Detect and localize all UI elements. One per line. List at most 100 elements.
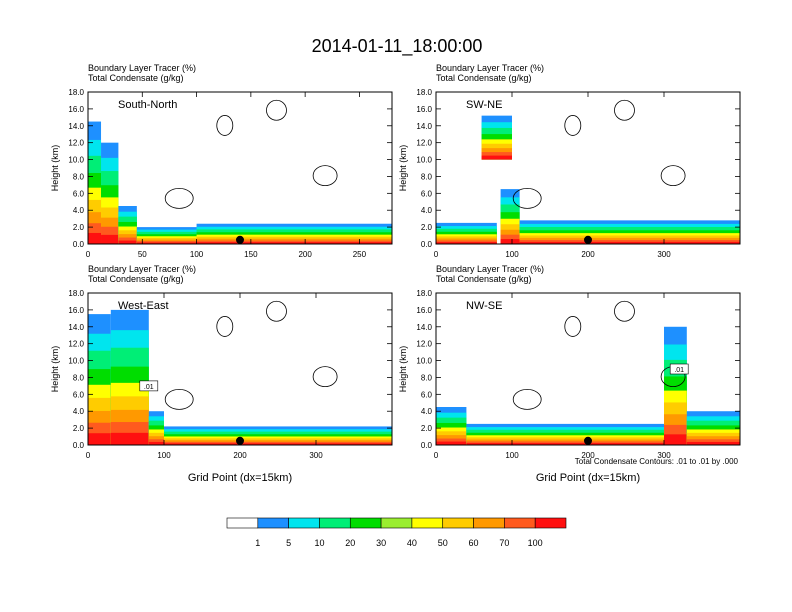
colorbar-swatch — [380, 517, 413, 529]
x-tick-label: 200 — [298, 250, 312, 259]
y-tick-label: 0.0 — [73, 240, 85, 249]
panel-nw-se: Boundary Layer Tracer (%)Total Condensat… — [398, 264, 741, 484]
y-tick-label: 16.0 — [68, 306, 84, 315]
location-marker — [236, 235, 244, 244]
colorbar-label: 100 — [528, 538, 543, 548]
y-axis-label: Height (km) — [50, 346, 60, 393]
x-tick-label: 300 — [657, 451, 671, 460]
condensate-contour — [614, 99, 635, 121]
y-tick-label: 10.0 — [416, 357, 432, 366]
condensate-contour — [512, 187, 542, 209]
x-tick-label: 200 — [581, 451, 595, 460]
panels-group: Boundary Layer Tracer (%)Total Condensat… — [50, 63, 741, 484]
y-tick-label: 6.0 — [421, 189, 433, 198]
location-marker — [584, 436, 592, 445]
condensate-contour — [564, 316, 582, 337]
x-tick-label: 200 — [233, 451, 247, 460]
y-tick-label: 10.0 — [416, 156, 432, 165]
colorbar-label: 30 — [376, 538, 386, 548]
tracer-band — [436, 441, 467, 445]
condensate-contour — [266, 300, 287, 322]
colorbar-label: 70 — [499, 538, 509, 548]
y-axis-label: Height (km) — [398, 145, 408, 192]
colorbar-swatch — [257, 517, 289, 529]
section-label: West-East — [118, 300, 169, 312]
colorbar-label: 1 — [255, 538, 260, 548]
tracer-band — [519, 241, 740, 244]
y-tick-label: 12.0 — [416, 340, 432, 349]
location-marker — [584, 235, 592, 244]
x-tick-label: 0 — [434, 250, 439, 259]
panel-header-condensate: Total Condensate (g/kg) — [436, 73, 532, 83]
section-label: South-North — [118, 99, 177, 111]
tracer-band — [686, 441, 740, 445]
colorbar-label: 10 — [314, 538, 324, 548]
y-tick-label: 10.0 — [68, 156, 84, 165]
tracer-band — [88, 232, 102, 244]
contour-label-box — [139, 380, 159, 392]
panel-sw-ne: Boundary Layer Tracer (%)Total Condensat… — [398, 63, 741, 259]
panel-header-condensate: Total Condensate (g/kg) — [88, 73, 184, 83]
y-tick-label: 18.0 — [416, 289, 432, 298]
y-tick-label: 12.0 — [68, 340, 84, 349]
colorbar-swatch — [534, 517, 567, 529]
condensate-contour — [266, 99, 287, 121]
section-label: NW-SE — [466, 300, 502, 312]
panel-west-east: Boundary Layer Tracer (%)Total Condensat… — [50, 264, 393, 484]
condensate-contour — [164, 388, 194, 410]
tracer-band — [466, 443, 664, 445]
condensate-contour — [216, 316, 234, 337]
x-axis-label: Grid Point (dx=15km) — [188, 472, 292, 484]
tracer-band — [118, 240, 137, 244]
tracer-band — [481, 155, 512, 160]
x-tick-label: 50 — [138, 250, 147, 259]
y-tick-label: 10.0 — [68, 357, 84, 366]
tracer-band — [88, 433, 111, 445]
y-tick-label: 2.0 — [421, 424, 433, 433]
condensate-contour — [312, 366, 338, 388]
x-tick-label: 250 — [353, 250, 367, 259]
contour-label: .01 — [144, 384, 154, 391]
y-axis-label: Height (km) — [50, 145, 60, 192]
colorbar-swatch — [349, 517, 382, 529]
location-marker — [236, 436, 244, 445]
x-tick-label: 100 — [190, 250, 204, 259]
colorbar-label: 60 — [469, 538, 479, 548]
tracer-band — [136, 242, 197, 244]
colorbar: 1 5 10 20 30 40 50 60 70 100 — [226, 517, 567, 548]
colorbar-swatch — [319, 517, 351, 529]
y-tick-label: 4.0 — [421, 407, 433, 416]
y-tick-label: 14.0 — [68, 122, 84, 131]
colorbar-swatch — [226, 517, 259, 529]
panel-header-tracer: Boundary Layer Tracer (%) — [88, 63, 196, 73]
x-tick-label: 100 — [505, 451, 519, 460]
colorbar-label: 20 — [345, 538, 355, 548]
x-tick-label: 200 — [581, 250, 595, 259]
contour-label: .01 — [674, 367, 684, 374]
colorbar-swatch — [288, 517, 320, 529]
tracer-field — [88, 300, 392, 445]
condensate-contour — [164, 187, 194, 209]
panel-header-condensate: Total Condensate (g/kg) — [436, 274, 532, 284]
y-tick-label: 4.0 — [421, 206, 433, 215]
panel-header-tracer: Boundary Layer Tracer (%) — [436, 63, 544, 73]
tracer-field — [436, 300, 740, 445]
y-tick-label: 8.0 — [73, 373, 85, 382]
section-label: SW-NE — [466, 99, 502, 111]
colorbar-label: 5 — [286, 538, 291, 548]
tracer-band — [101, 234, 119, 244]
y-tick-label: 4.0 — [73, 407, 85, 416]
tracer-band — [664, 434, 687, 445]
y-tick-label: 0.0 — [421, 240, 433, 249]
y-tick-label: 0.0 — [421, 441, 433, 450]
y-tick-label: 18.0 — [416, 88, 432, 97]
y-tick-label: 16.0 — [416, 105, 432, 114]
x-tick-label: 0 — [86, 451, 91, 460]
tracer-field — [88, 99, 392, 244]
y-axis-label: Height (km) — [398, 346, 408, 393]
y-tick-label: 4.0 — [73, 206, 85, 215]
y-tick-label: 6.0 — [73, 390, 85, 399]
x-tick-label: 300 — [309, 451, 323, 460]
chart-title: 2014-01-11_18:00:00 — [312, 36, 483, 57]
plot-frame — [87, 91, 393, 245]
